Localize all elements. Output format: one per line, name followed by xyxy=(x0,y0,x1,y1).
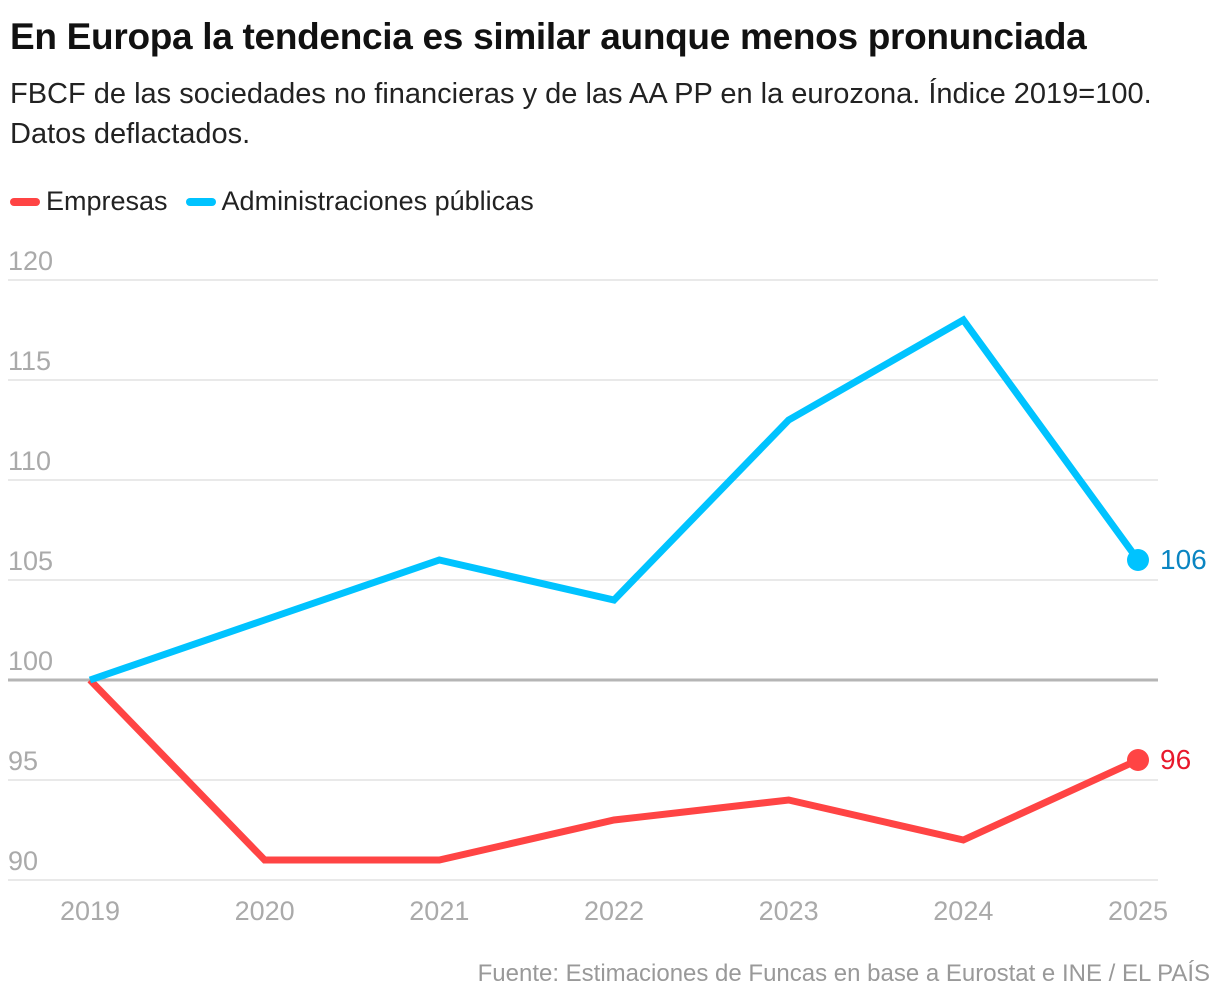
data-point-1-6 xyxy=(1127,549,1149,571)
chart-title: En Europa la tendencia es similar aunque… xyxy=(10,16,1087,57)
legend-swatch-empresas xyxy=(10,197,40,206)
x-tick-label: 2025 xyxy=(1108,896,1168,926)
series-line-1 xyxy=(88,315,1141,684)
legend-label-empresas: Empresas xyxy=(46,186,168,216)
y-tick-label: 110 xyxy=(8,446,51,476)
x-tick-label: 2019 xyxy=(60,896,120,926)
end-value-label: 106 xyxy=(1160,544,1207,575)
legend-label-administraciones: Administraciones públicas xyxy=(221,186,534,216)
chart-subtitle: FBCF de las sociedades no financieras y … xyxy=(10,78,1152,150)
legend-swatch-administraciones xyxy=(185,197,216,206)
y-tick-label: 90 xyxy=(8,846,38,876)
x-tick-label: 2023 xyxy=(759,896,819,926)
legend-item-administraciones: Administraciones públicas xyxy=(185,186,534,217)
x-tick-label: 2021 xyxy=(409,896,469,926)
y-tick-label: 100 xyxy=(8,646,53,676)
y-tick-label: 115 xyxy=(8,346,51,376)
data-point-0-6 xyxy=(1127,749,1149,771)
y-tick-label: 95 xyxy=(8,746,38,776)
y-tick-label: 120 xyxy=(8,246,53,276)
x-tick-label: 2024 xyxy=(933,896,993,926)
source-note: Fuente: Estimaciones de Funcas en base a… xyxy=(477,960,1210,987)
legend-item-empresas: Empresas xyxy=(10,186,168,217)
x-tick-label: 2022 xyxy=(584,896,644,926)
x-tick-label: 2020 xyxy=(235,896,295,926)
series-line-0 xyxy=(87,677,1140,864)
y-tick-label: 105 xyxy=(8,546,53,576)
legend: Empresas Administraciones públicas xyxy=(10,186,534,217)
end-value-label: 96 xyxy=(1160,744,1191,775)
